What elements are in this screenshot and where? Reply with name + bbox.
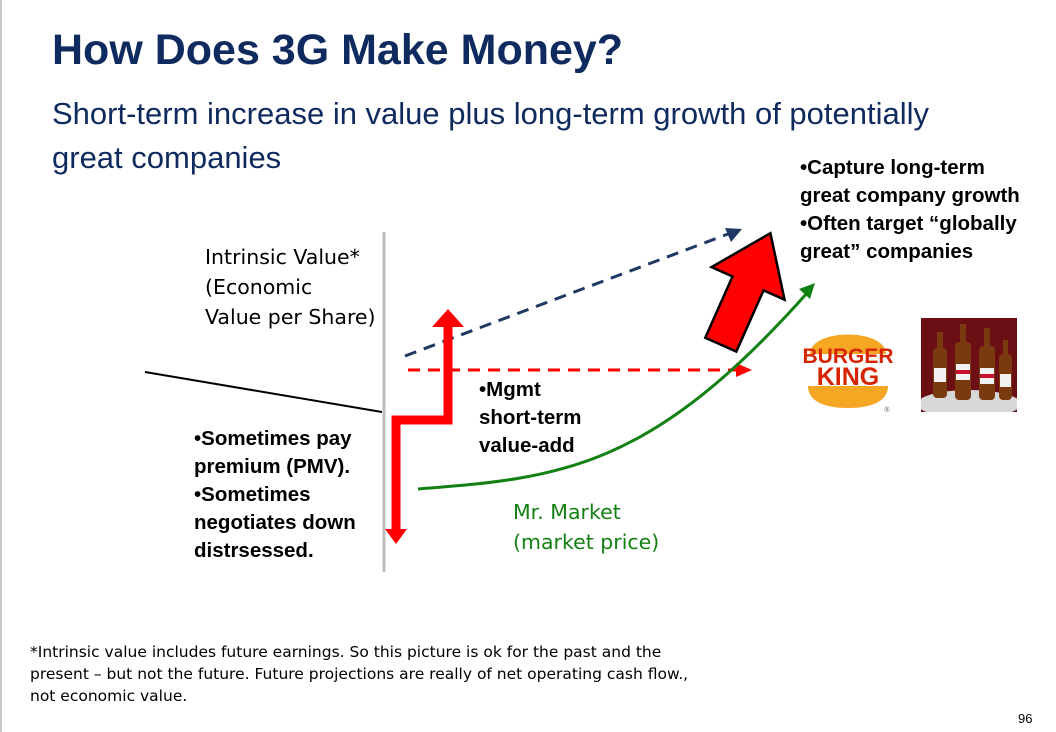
mgmt-bullets: •Mgmt short-term value-add — [479, 376, 582, 460]
intrinsic-growth-dashed-line — [404, 232, 729, 358]
left-bullet-line-3: •Sometimes — [194, 483, 311, 506]
market-label-line-1: Mr. Market — [513, 500, 621, 524]
intrinsic-label-line-3: Value per Share) — [205, 305, 376, 329]
burger-king-logo: BURGER KING ® — [802, 334, 894, 412]
left-bullet-line-5: distrsessed. — [194, 539, 314, 562]
footnote: *Intrinsic value includes future earning… — [30, 643, 689, 705]
intrinsic-value-label: Intrinsic Value* (Economic Value per Sha… — [205, 242, 376, 332]
bk-logo-word-2: KING — [817, 363, 880, 391]
market-price-label: Mr. Market (market price) — [513, 497, 659, 557]
right-bullets: •Capture long-term great company growth … — [800, 154, 1020, 266]
down-arrowhead — [385, 529, 407, 544]
right-bullet-line-4: great” companies — [800, 240, 974, 263]
market-price-arrowhead — [799, 283, 815, 299]
market-price-curve — [417, 291, 810, 491]
slide-title: How Does 3G Make Money? — [52, 26, 624, 74]
intrinsic-label-line-1: Intrinsic Value* — [205, 245, 360, 269]
left-bullet-line-1: •Sometimes pay — [194, 427, 352, 450]
mgmt-bullet-line-3: value-add — [479, 434, 575, 457]
mgmt-bullet-line-1: •Mgmt — [479, 378, 541, 401]
right-bullet-line-3: •Often target “globally — [800, 212, 1017, 235]
value-add-step-path — [396, 326, 453, 425]
page-number: 96 — [1018, 711, 1033, 726]
up-arrowhead — [432, 309, 464, 327]
right-bullet-line-1: •Capture long-term — [800, 156, 985, 179]
slide-left-border — [0, 0, 2, 732]
red-dashed-arrowhead — [736, 363, 752, 377]
budweiser-bottles-image — [921, 318, 1017, 412]
left-bullets: •Sometimes pay premium (PMV). •Sometimes… — [194, 425, 356, 565]
mgmt-bullet-line-2: short-term — [479, 406, 582, 429]
left-bullet-line-4: negotiates down — [194, 511, 356, 534]
right-bullet-line-2: great company growth — [800, 184, 1020, 207]
market-label-line-2: (market price) — [513, 530, 660, 554]
svg-text:®: ® — [884, 406, 890, 412]
intrinsic-label-line-2: (Economic — [205, 275, 313, 299]
navy-dashed-arrowhead — [725, 228, 742, 242]
slide-subtitle: Short-term increase in value plus long-t… — [52, 96, 930, 175]
past-intrinsic-line — [144, 371, 383, 413]
premium-step-arrow-path — [391, 415, 441, 530]
bk-logo-word-1: BURGER — [802, 345, 893, 368]
growth-block-arrow — [703, 231, 787, 354]
left-bullet-line-2: premium (PMV). — [194, 455, 351, 478]
